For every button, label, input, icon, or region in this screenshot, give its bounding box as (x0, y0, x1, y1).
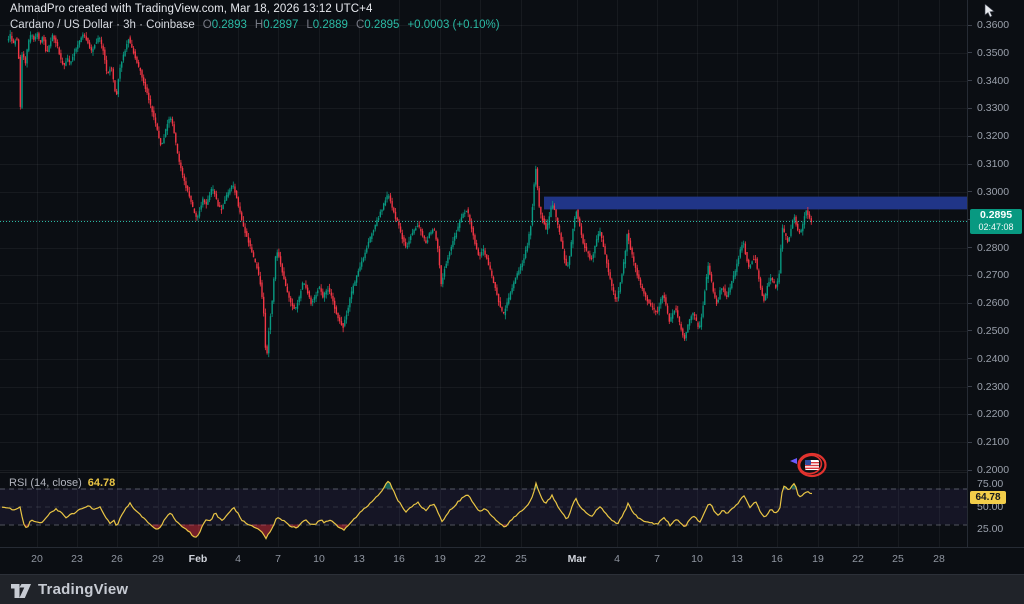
price-axis-label: 0.2200 (977, 409, 1009, 419)
legend: Cardano / US Dollar · 3h · CoinbaseO0.28… (10, 19, 500, 31)
price-axis-label: 0.2800 (977, 243, 1009, 253)
symbol-title[interactable]: Cardano / US Dollar · 3h · Coinbase (10, 19, 195, 31)
price-axis-label: 0.2400 (977, 354, 1009, 364)
tradingview-chart-window: AhmadPro created with TradingView.com, M… (0, 0, 1024, 604)
time-axis-label: 7 (654, 553, 660, 565)
time-axis-label: Feb (189, 553, 208, 565)
time-axis-label: 4 (235, 553, 241, 565)
price-axis-label: 0.3200 (977, 131, 1009, 141)
time-axis-label: 16 (771, 553, 783, 565)
time-axis-label: 16 (393, 553, 405, 565)
price-axis-label: 0.3300 (977, 103, 1009, 113)
rsi-value: 64.78 (88, 477, 116, 489)
rsi-axis-label: 75.00 (977, 479, 1003, 489)
time-axis-label: 22 (852, 553, 864, 565)
ohlc-value-L: 0.2889 (313, 19, 348, 31)
ohlc-value-H: 0.2897 (263, 19, 298, 31)
us-economic-event-marker[interactable] (789, 449, 831, 481)
last-price-badge: 0.2895 02:47:08 (970, 209, 1022, 234)
us-flag-icon (805, 460, 819, 470)
time-axis-label: 13 (353, 553, 365, 565)
tradingview-logo-icon (10, 580, 32, 599)
ohlc-label-O: O (203, 19, 212, 31)
price-axis-tick (968, 52, 972, 53)
price-axis-tick (968, 358, 972, 359)
tradingview-logo-text: TradingView (38, 581, 128, 598)
price-axis-tick (968, 414, 972, 415)
price-axis-tick (968, 80, 972, 81)
price-axis-tick (968, 275, 972, 276)
attribution-text: AhmadPro created with TradingView.com, M… (10, 3, 372, 15)
time-axis-label: 25 (892, 553, 904, 565)
time-axis[interactable]: 20 23 26 29 Feb 4 7 10 13 16 19 22 25 Mar 4 7 10 13 16 19 22… (0, 547, 1024, 568)
cursor-icon (984, 4, 996, 23)
price-axis-label: 0.2000 (977, 465, 1009, 475)
ohlc-label-H: H (255, 19, 263, 31)
price-axis-label: 0.3100 (977, 159, 1009, 169)
time-axis-label: 13 (731, 553, 743, 565)
time-axis-label: 20 (31, 553, 43, 565)
time-axis-label: Mar (568, 553, 587, 565)
rsi-axis-label: 25.00 (977, 524, 1003, 534)
rsi-value-badge: 64.78 (970, 491, 1006, 504)
tradingview-logo[interactable]: TradingView (10, 580, 128, 599)
time-axis-label: 28 (933, 553, 945, 565)
price-axis-tick (968, 442, 972, 443)
time-axis-label: 4 (614, 553, 620, 565)
price-axis-label: 0.2100 (977, 437, 1009, 447)
time-axis-label: 10 (313, 553, 325, 565)
bar-countdown: 02:47:08 (970, 222, 1022, 232)
rsi-legend: RSI (14, close) 64.78 (9, 477, 115, 489)
rsi-label: RSI (14, close) (9, 477, 82, 489)
price-axis-label: 0.3400 (977, 76, 1009, 86)
price-axis-tick (968, 303, 972, 304)
price-axis-tick (968, 25, 972, 26)
ohlc-value-C: 0.2895 (364, 19, 399, 31)
time-axis-label: 19 (434, 553, 446, 565)
price-axis-label: 0.3500 (977, 48, 1009, 58)
time-axis-label: 10 (691, 553, 703, 565)
ohlc-strip: O0.2893H0.2897L0.2889C0.2895+0.0003 (+0.… (195, 19, 500, 31)
time-axis-label: 26 (111, 553, 123, 565)
price-axis[interactable]: 0.2895 02:47:08 64.78 0.36000.35000.3400… (967, 0, 1024, 547)
price-axis-label: 0.3000 (977, 187, 1009, 197)
price-axis-tick (968, 136, 972, 137)
price-axis-tick (968, 470, 972, 471)
bottom-toolbar: TradingView (0, 574, 1024, 604)
price-axis-tick (968, 191, 972, 192)
price-axis-tick (968, 330, 972, 331)
time-axis-label: 7 (275, 553, 281, 565)
price-axis-tick (968, 247, 972, 248)
price-axis-tick (968, 386, 972, 387)
time-axis-label: 29 (152, 553, 164, 565)
time-axis-label: 22 (474, 553, 486, 565)
price-axis-label: 0.2600 (977, 298, 1009, 308)
last-price-value: 0.2895 (970, 209, 1022, 222)
price-axis-tick (968, 108, 972, 109)
price-axis-label: 0.2300 (977, 382, 1009, 392)
ohlc-value-O: 0.2893 (212, 19, 247, 31)
time-axis-label: 23 (71, 553, 83, 565)
annotation-handle-icon (790, 458, 797, 464)
price-axis-label: 0.2700 (977, 270, 1009, 280)
time-axis-label: 25 (515, 553, 527, 565)
price-change: +0.0003 (+0.10%) (407, 19, 499, 31)
price-axis-label: 0.2500 (977, 326, 1009, 336)
price-axis-tick (968, 164, 972, 165)
time-axis-label: 19 (812, 553, 824, 565)
